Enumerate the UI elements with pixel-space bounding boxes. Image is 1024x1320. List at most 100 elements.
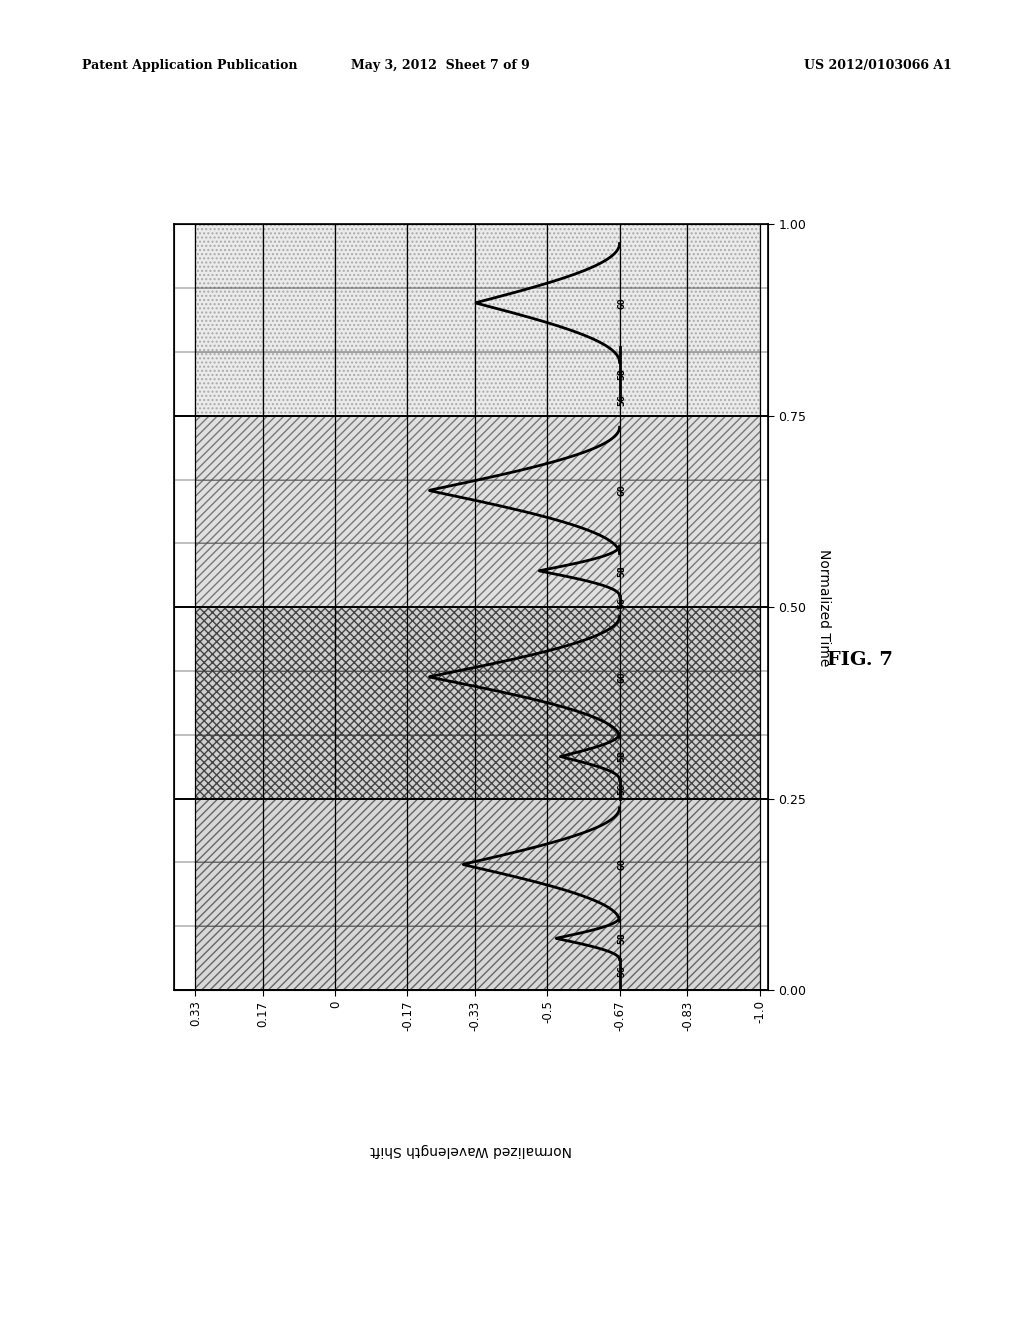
Bar [196,479,263,544]
Bar [335,927,408,990]
Bar [620,735,687,799]
Bar [475,288,548,352]
Bar [196,927,263,990]
Bar [263,352,335,416]
Bar [408,799,475,862]
Bar [408,479,475,544]
Bar [475,416,548,479]
Bar [263,224,335,288]
Bar [548,288,620,352]
Bar [687,224,760,288]
Bar [408,735,475,799]
Bar [196,607,263,671]
Bar [620,862,687,927]
Bar [687,544,760,607]
Bar [263,862,335,927]
Bar [335,479,408,544]
Y-axis label: Normalized Time: Normalized Time [817,549,831,665]
Bar [196,799,263,862]
Bar [408,862,475,927]
Bar [263,927,335,990]
Bar [196,544,263,607]
Bar [408,927,475,990]
Text: 56: 56 [617,965,627,977]
Bar [620,671,687,735]
Bar [196,288,263,352]
Bar [335,862,408,927]
Bar [408,671,475,735]
Bar [475,671,548,735]
Bar [620,799,687,862]
Bar [263,416,335,479]
Bar [263,735,335,799]
Bar [335,352,408,416]
Bar [196,862,263,927]
Bar [475,352,548,416]
Text: 60: 60 [617,484,627,496]
Bar [548,671,620,735]
Bar [475,927,548,990]
Bar [335,799,408,862]
Bar [335,671,408,735]
Bar [548,607,620,671]
Text: 58: 58 [617,368,627,380]
Text: Normalized Wavelength Shift: Normalized Wavelength Shift [370,1143,572,1158]
Bar [687,735,760,799]
Bar [475,479,548,544]
Text: FIG. 7: FIG. 7 [827,651,893,669]
Bar [548,416,620,479]
Bar [475,862,548,927]
Bar [263,607,335,671]
Text: May 3, 2012  Sheet 7 of 9: May 3, 2012 Sheet 7 of 9 [351,59,529,73]
Bar [620,927,687,990]
Text: 58: 58 [617,565,627,577]
Bar [548,862,620,927]
Bar [196,671,263,735]
Bar [687,352,760,416]
Bar [548,224,620,288]
Bar [408,544,475,607]
Text: 56: 56 [617,395,627,407]
Bar [335,544,408,607]
Bar [335,288,408,352]
Bar [408,224,475,288]
Bar [335,416,408,479]
Bar [687,671,760,735]
Bar [620,479,687,544]
Bar [687,927,760,990]
Bar [548,544,620,607]
Bar [335,607,408,671]
Bar [687,862,760,927]
Bar [620,544,687,607]
Text: 60: 60 [617,858,627,870]
Bar [548,927,620,990]
Bar [620,288,687,352]
Text: 60: 60 [617,671,627,682]
Bar [687,288,760,352]
Bar [196,416,263,479]
Bar [263,288,335,352]
Bar [263,671,335,735]
Text: 58: 58 [617,932,627,944]
Bar [335,735,408,799]
Bar [548,352,620,416]
Bar [263,479,335,544]
Bar [408,288,475,352]
Bar [687,416,760,479]
Text: Patent Application Publication: Patent Application Publication [82,59,297,73]
Bar [475,799,548,862]
Bar [620,416,687,479]
Text: 56: 56 [617,598,627,610]
Text: 58: 58 [617,751,627,763]
Bar [620,607,687,671]
Bar [687,607,760,671]
Bar [475,544,548,607]
Bar [620,224,687,288]
Bar [196,224,263,288]
Bar [408,607,475,671]
Bar [196,352,263,416]
Bar [548,479,620,544]
Bar [335,224,408,288]
Bar [620,352,687,416]
Bar [548,799,620,862]
